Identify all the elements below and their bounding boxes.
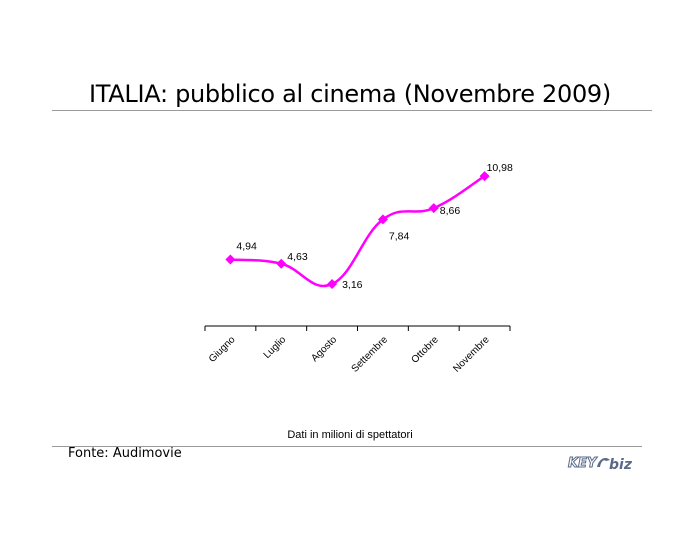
x-tick-label: Settembre — [350, 334, 391, 375]
title-divider — [52, 110, 652, 111]
x-tick-label: Ottobre — [410, 334, 442, 366]
data-label: 4,94 — [236, 240, 257, 252]
data-label: 7,84 — [389, 230, 410, 242]
data-label: 8,66 — [440, 205, 461, 217]
x-tick-label: Luglio — [262, 334, 289, 361]
source-label: Fonte: Audimovie — [68, 446, 182, 461]
logo-swoosh-icon — [597, 458, 610, 467]
data-point-marker — [225, 254, 236, 265]
x-tick-label: Agosto — [309, 334, 339, 364]
data-point-marker — [377, 214, 388, 225]
page-title: ITALIA: pubblico al cinema (Novembre 200… — [89, 80, 611, 108]
data-label: 4,63 — [287, 251, 308, 263]
data-label: 10,98 — [487, 162, 513, 174]
key4biz-logo-icon: KEY biz — [568, 456, 633, 474]
x-tick-label: Novembre — [451, 334, 492, 375]
logo-text-right: biz — [609, 457, 633, 473]
x-tick-label: Giugno — [207, 334, 238, 365]
data-point-marker — [327, 279, 338, 290]
logo-text-left: KEY — [568, 456, 598, 471]
data-units-note: Dati in milioni di spettatori — [287, 429, 413, 441]
footer-divider — [52, 446, 642, 447]
data-point-marker — [428, 203, 439, 214]
series-line — [230, 175, 486, 288]
data-point-marker — [479, 171, 490, 182]
data-point-marker — [276, 258, 287, 269]
data-label: 3,16 — [342, 279, 363, 291]
